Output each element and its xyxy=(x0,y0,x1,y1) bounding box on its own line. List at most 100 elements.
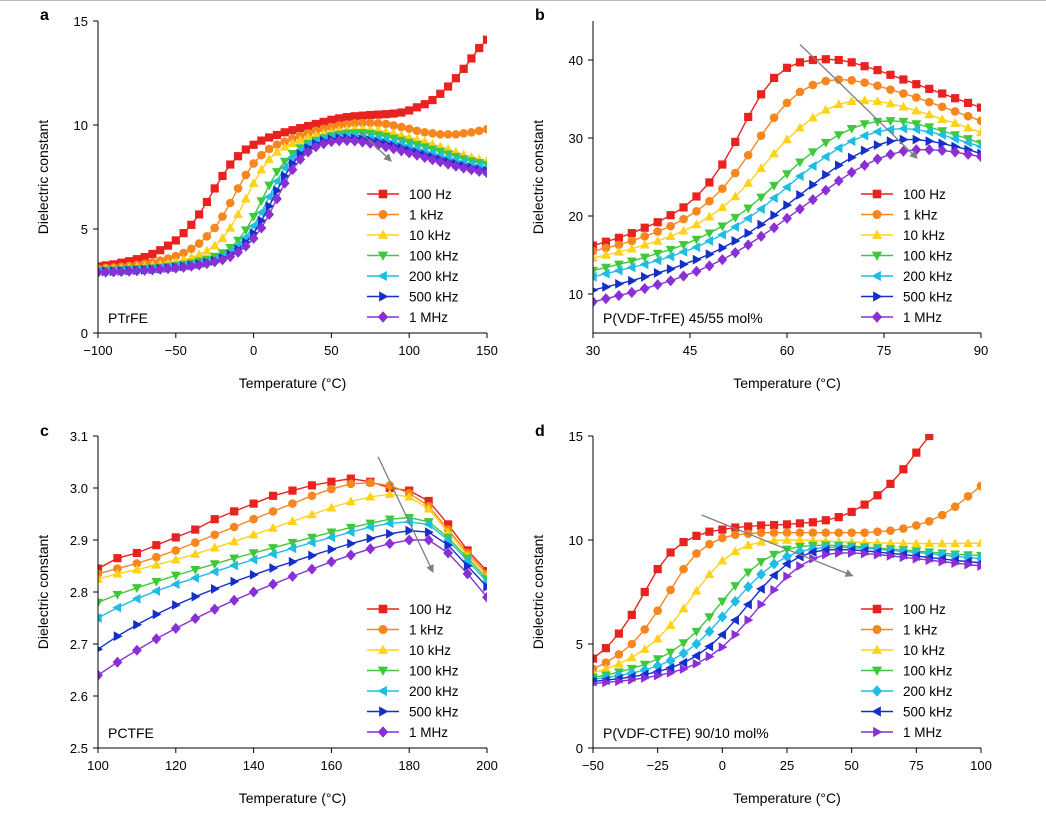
data-point xyxy=(358,111,367,120)
data-point xyxy=(963,148,973,160)
data-point xyxy=(155,263,166,275)
x-tick-label: 0 xyxy=(719,758,726,773)
data-point xyxy=(666,667,676,678)
x-tick-label: 100 xyxy=(87,758,109,773)
data-point xyxy=(152,541,161,550)
data-point xyxy=(963,135,973,144)
data-point xyxy=(963,122,973,132)
data-point xyxy=(190,612,201,625)
data-point xyxy=(730,191,741,201)
data-point xyxy=(482,167,487,179)
data-point xyxy=(601,263,611,273)
data-point xyxy=(743,568,754,578)
data-point xyxy=(384,538,395,550)
data-point xyxy=(756,163,767,173)
data-point xyxy=(860,500,869,509)
data-point xyxy=(475,43,484,53)
data-point xyxy=(833,175,844,187)
data-point xyxy=(264,154,275,164)
legend-marker xyxy=(871,229,883,239)
data-point xyxy=(666,548,675,557)
data-point xyxy=(873,527,882,536)
data-point xyxy=(287,543,297,554)
data-point xyxy=(172,600,181,610)
data-point xyxy=(639,239,650,249)
data-point xyxy=(705,178,714,187)
data-point xyxy=(287,570,298,582)
data-point xyxy=(112,590,123,600)
data-point xyxy=(202,257,212,270)
legend-marker xyxy=(872,209,882,220)
data-point xyxy=(717,555,728,565)
data-point xyxy=(226,160,235,169)
data-point xyxy=(404,534,415,546)
data-point xyxy=(209,542,220,552)
data-point xyxy=(756,204,765,214)
y-axis-label: Dielectric constant xyxy=(530,535,546,649)
data-point xyxy=(626,243,637,253)
data-point xyxy=(288,126,297,135)
y-tick-label: 3.0 xyxy=(70,481,88,496)
legend-marker xyxy=(871,685,883,697)
data-point xyxy=(397,108,406,117)
data-point xyxy=(898,538,909,548)
legend-label: 100 Hz xyxy=(903,602,946,617)
data-point xyxy=(951,94,960,103)
data-point xyxy=(593,296,598,308)
data-point xyxy=(860,78,869,87)
data-point xyxy=(937,129,946,140)
data-point xyxy=(412,149,422,161)
data-point xyxy=(112,656,123,668)
data-point xyxy=(717,254,728,266)
data-point xyxy=(210,530,220,540)
data-point xyxy=(462,568,473,580)
data-point xyxy=(179,248,188,258)
data-point xyxy=(834,513,843,522)
data-point xyxy=(124,265,135,277)
data-point xyxy=(679,564,688,574)
data-point xyxy=(911,124,921,135)
data-point xyxy=(279,141,290,151)
data-point xyxy=(151,559,162,569)
x-tick-label: 90 xyxy=(974,343,988,358)
data-point xyxy=(100,266,111,278)
data-point xyxy=(626,286,637,298)
data-point xyxy=(186,252,197,262)
data-point xyxy=(257,136,266,145)
data-point xyxy=(809,179,818,190)
data-point xyxy=(652,279,663,291)
data-point xyxy=(194,239,204,248)
data-point xyxy=(240,226,251,236)
data-point xyxy=(678,246,688,257)
data-point xyxy=(911,105,922,115)
data-point xyxy=(628,275,637,286)
data-point xyxy=(704,613,715,623)
data-point xyxy=(171,546,181,555)
legend-label: 100 Hz xyxy=(409,187,452,202)
data-point xyxy=(229,554,240,564)
data-point xyxy=(113,631,123,642)
data-point xyxy=(229,594,240,606)
legend-marker xyxy=(377,666,389,676)
y-tick-label: 20 xyxy=(569,209,583,224)
data-point xyxy=(835,547,844,558)
data-point xyxy=(652,235,663,245)
data-point xyxy=(113,554,122,563)
data-point xyxy=(833,99,844,109)
x-tick-label: −100 xyxy=(83,343,112,358)
data-point xyxy=(976,151,981,163)
data-point xyxy=(652,633,663,643)
data-point xyxy=(924,126,933,137)
data-point xyxy=(265,201,275,212)
data-point xyxy=(678,225,689,235)
x-axis-label: Temperature (°C) xyxy=(733,790,841,806)
data-point xyxy=(885,148,896,160)
data-point xyxy=(230,576,240,587)
data-point xyxy=(808,518,817,527)
data-point xyxy=(248,554,258,565)
data-point xyxy=(349,135,360,147)
data-point xyxy=(847,152,857,163)
data-point xyxy=(744,112,753,122)
trend-arrow xyxy=(358,130,392,162)
data-point xyxy=(912,80,921,89)
